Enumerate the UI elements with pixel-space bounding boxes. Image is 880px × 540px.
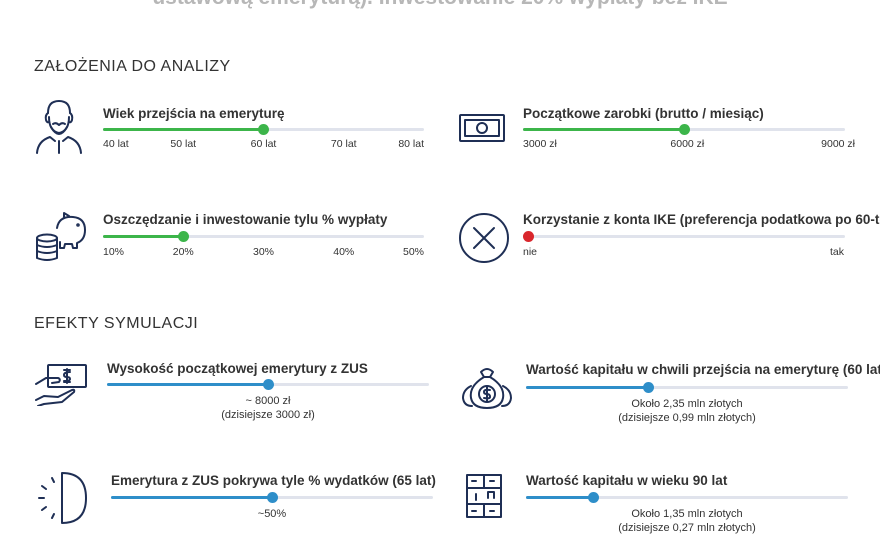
tick-label: 40 lat (103, 138, 129, 150)
assumptions-heading: ZAŁOŻENIA DO ANALIZY (34, 58, 231, 75)
slider-label-saving-percent: Oszczędzanie i inwestowanie tylu % wypła… (103, 212, 388, 227)
slider-handle[interactable] (258, 124, 269, 135)
result-label-capital-retirement: Wartość kapitału w chwili przejścia na e… (526, 362, 880, 377)
result-marker (642, 382, 654, 393)
tick-label: 6000 zł (670, 138, 705, 150)
slider-label-initial-salary: Początkowe zarobki (brutto / miesiąc) (523, 106, 764, 121)
result-value-expense-coverage: ~50% (172, 507, 372, 521)
result-value-zus-pension: ~ 8000 zł (dzisiejsze 3000 zł) (168, 394, 368, 422)
result-line: (dzisiejsze 0,99 mln złotych) (618, 412, 756, 424)
tick-label: nie (523, 246, 538, 258)
tick-label: 60 lat (250, 138, 277, 150)
result-marker (588, 492, 600, 503)
safe-deposit-icon (466, 474, 502, 518)
half-clock-icon (38, 472, 87, 524)
result-marker (266, 492, 278, 503)
tick-label: 10% (103, 246, 125, 258)
banknote-icon (459, 114, 505, 142)
slider-handle[interactable] (177, 231, 189, 242)
tick-label: 9000 zł (821, 138, 855, 150)
cross-circle-icon (459, 213, 509, 263)
effects-heading: EFEKTY SYMULACJI (34, 315, 199, 332)
money-bags-icon (462, 368, 512, 409)
result-line: Około 1,35 mln złotych (631, 508, 743, 520)
result-value-capital-age-90: Około 1,35 mln złotych (dzisiejsze 0,27 … (587, 507, 787, 535)
tick-label: 40% (333, 246, 355, 258)
result-marker (262, 379, 274, 390)
slider-ike[interactable] (522, 231, 845, 242)
result-line: Około 2,35 mln złotych (631, 398, 743, 410)
result-bar-zus-pension (107, 379, 429, 390)
slider-handle[interactable] (522, 231, 534, 242)
slider-label-retirement-age: Wiek przejścia na emeryturę (103, 106, 285, 121)
result-value-capital-retirement: Około 2,35 mln złotych (dzisiejsze 0,99 … (587, 397, 787, 425)
slider-handle[interactable] (678, 124, 690, 135)
result-bar-capital-retirement (526, 382, 848, 393)
piggy-bank-coins-icon (36, 212, 86, 261)
tick-label: 3000 zł (523, 138, 557, 150)
tick-label: tak (829, 246, 844, 258)
result-line: (dzisiejsze 0,27 mln złotych) (618, 522, 756, 534)
tick-label: 50% (402, 246, 424, 258)
slider-saving-percent[interactable] (103, 231, 424, 242)
slider-initial-salary[interactable] (523, 124, 845, 135)
tick-label: 80 lat (398, 138, 424, 150)
result-bar-capital-age-90 (526, 492, 848, 503)
result-label-expense-coverage: Emerytura z ZUS pokrywa tyle % wydatków … (111, 473, 436, 488)
tick-label: 70 lat (330, 138, 357, 150)
result-line: ~ 8000 zł (245, 395, 291, 407)
result-bar-expense-coverage (111, 492, 433, 503)
tick-label: 50 lat (170, 138, 197, 150)
senior-man-icon (36, 100, 82, 154)
result-label-zus-pension: Wysokość początkowej emerytury z ZUS (107, 361, 368, 376)
slider-label-ike: Korzystanie z konta IKE (preferencja pod… (523, 212, 880, 227)
hand-cash-icon (35, 364, 87, 406)
result-line: (dzisiejsze 3000 zł) (221, 409, 315, 421)
page-title: ustawową emeryturą). Inwestowanie 20% wy… (0, 0, 880, 10)
result-line: ~50% (257, 508, 287, 520)
slider-retirement-age[interactable] (103, 124, 424, 135)
tick-label: 20% (172, 246, 194, 258)
result-label-capital-age-90: Wartość kapitału w wieku 90 lat (526, 473, 728, 488)
tick-label: 30% (252, 246, 275, 258)
